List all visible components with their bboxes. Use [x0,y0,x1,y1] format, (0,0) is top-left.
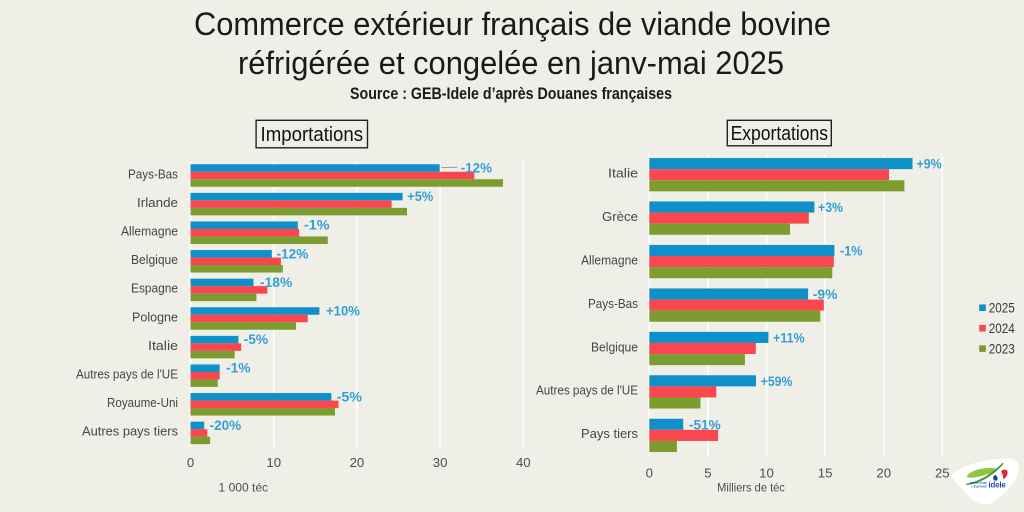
svg-text:Pays tiers: Pays tiers [581,426,638,441]
svg-text:+3%: +3% [818,199,843,215]
svg-text:-1%: -1% [226,360,251,376]
svg-text:Autres pays de l'UE: Autres pays de l'UE [536,383,638,398]
svg-text:Italie: Italie [608,166,638,181]
svg-text:-51%: -51% [689,416,721,432]
svg-text:idele: idele [988,481,1006,490]
svg-text:20: 20 [350,455,365,470]
svg-text:Irlande: Irlande [137,195,178,210]
svg-text:25: 25 [935,465,950,480]
svg-text:10: 10 [759,465,774,480]
svg-text:2024: 2024 [989,321,1016,336]
svg-text:Belgique: Belgique [591,339,638,354]
svg-text:Grèce: Grèce [602,209,638,224]
svg-text:2023: 2023 [989,341,1015,356]
svg-text:30: 30 [433,455,448,470]
svg-text:-20%: -20% [210,417,242,433]
svg-text:0: 0 [646,465,653,480]
svg-text:-9%: -9% [813,286,838,302]
svg-text:+59%: +59% [761,373,793,389]
svg-text:+5%: +5% [407,188,433,204]
svg-text:Italie: Italie [148,338,178,353]
svg-text:+11%: +11% [773,330,805,346]
svg-text:Commerce extérieur français de: Commerce extérieur français de viande bo… [194,6,831,42]
svg-text:Belgique: Belgique [131,252,178,267]
svg-text:-5%: -5% [337,388,363,404]
svg-text:Allemagne: Allemagne [581,252,638,267]
svg-text:Allemagne: Allemagne [121,224,178,239]
svg-text:-12%: -12% [277,245,309,261]
svg-text:15: 15 [818,465,833,480]
svg-text:0: 0 [187,455,194,470]
svg-text:réfrigérée et congelée en janv: réfrigérée et congelée en janv-mai 2025 [238,45,784,81]
svg-text:Pays-Bas: Pays-Bas [588,296,638,311]
svg-text:Exportations: Exportations [731,123,828,145]
svg-text:5: 5 [704,465,711,480]
svg-text:L’ÉLEVAGE: L’ÉLEVAGE [972,483,988,488]
svg-text:+10%: +10% [326,303,361,319]
svg-text:-5%: -5% [244,331,269,347]
svg-text:-1%: -1% [304,217,330,233]
svg-text:Importations: Importations [261,124,364,146]
svg-text:-18%: -18% [260,274,293,290]
svg-text:1 000 téc: 1 000 téc [219,481,269,494]
svg-text:Pays-Bas: Pays-Bas [128,166,178,181]
svg-text:Autres pays tiers: Autres pays tiers [82,424,178,439]
svg-text:INSTITUT DE: INSTITUT DE [970,481,987,485]
svg-text:Espagne: Espagne [131,281,178,296]
svg-text:Royaume-Uni: Royaume-Uni [107,395,178,410]
svg-text:-12%: -12% [461,160,493,176]
svg-text:Source : GEB-Idele d’après Dou: Source : GEB-Idele d’après Douanes franç… [350,85,672,103]
svg-text:10: 10 [266,455,281,470]
svg-text:Milliers de téc: Milliers de téc [717,481,785,494]
svg-text:Pologne: Pologne [132,309,178,324]
svg-text:40: 40 [516,455,531,470]
svg-text:2025: 2025 [989,301,1015,316]
svg-text:Autres pays de l'UE: Autres pays de l'UE [76,367,178,382]
svg-text:-1%: -1% [840,243,863,259]
svg-text:20: 20 [876,465,891,480]
svg-text:+9%: +9% [917,156,942,172]
